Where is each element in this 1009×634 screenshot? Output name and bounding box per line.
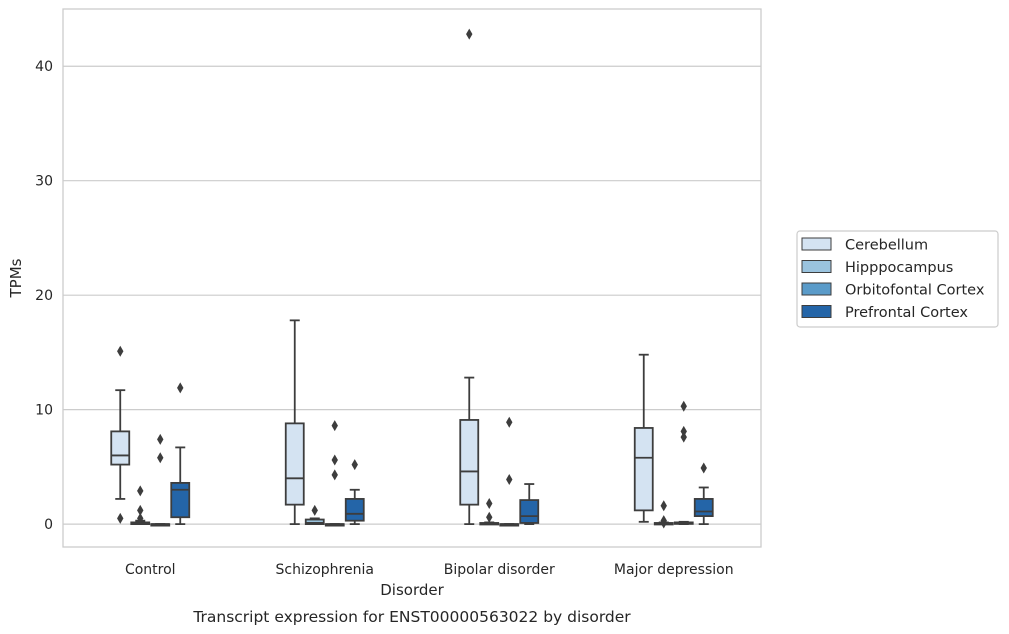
- outlier-point: [137, 504, 144, 516]
- outlier-point: [486, 511, 493, 523]
- box-iqr: [284, 422, 305, 506]
- box-prefrontal-cortex: [344, 459, 365, 526]
- outlier-point: [506, 473, 513, 485]
- box-iqr: [170, 481, 191, 519]
- box-cerebellum: [110, 345, 131, 524]
- outlier-point: [466, 28, 473, 40]
- outlier-point: [331, 454, 338, 466]
- legend-frame: [796, 230, 999, 328]
- outlier-point: [660, 500, 667, 512]
- y-tick-label: 20: [35, 288, 53, 304]
- x-tick-label: Control: [125, 562, 176, 578]
- legend-swatch: [801, 260, 832, 273]
- box-hipppocampus: [130, 485, 151, 526]
- box-orbitofontal-cortex: [673, 400, 694, 526]
- legend-swatch: [801, 282, 832, 296]
- x-axis-label: Disorder: [380, 581, 444, 599]
- outlier-point: [700, 462, 707, 474]
- outlier-point: [680, 425, 687, 437]
- box-orbitofontal-cortex: [324, 420, 345, 527]
- y-axis-label: TPMs: [7, 258, 25, 298]
- box-iqr: [344, 498, 365, 522]
- y-tick-label: 40: [35, 59, 53, 75]
- outlier-point: [680, 431, 687, 443]
- outlier-point: [157, 452, 164, 464]
- outlier-point: [157, 433, 164, 445]
- box-hipppocampus: [304, 504, 325, 526]
- y-tick-label: 30: [35, 174, 53, 190]
- outlier-point: [660, 517, 667, 529]
- legend-item: Hipppocampus: [801, 260, 953, 276]
- outlier-point: [486, 498, 493, 510]
- x-tick-label: Major depression: [614, 562, 734, 578]
- chart-caption: Transcript expression for ENST0000056302…: [192, 608, 631, 626]
- box-orbitofontal-cortex: [150, 433, 171, 527]
- box-iqr: [633, 427, 654, 512]
- legend-label: Orbitofontal Cortex: [845, 283, 985, 299]
- legend-label: Cerebellum: [845, 238, 928, 254]
- legend-label: Hipppocampus: [845, 260, 953, 276]
- x-tick-label: Bipolar disorder: [444, 562, 555, 578]
- legend-item: Prefrontal Cortex: [801, 305, 968, 321]
- box-orbitofontal-cortex: [499, 416, 520, 527]
- box-cerebellum: [284, 319, 305, 526]
- box-prefrontal-cortex: [693, 462, 714, 526]
- outlier-point: [137, 485, 144, 497]
- legend: Cerebellum Hipppocampus Orbitofontal Corte…: [796, 230, 999, 328]
- outlier-point: [177, 382, 184, 394]
- plot-frame: [62, 8, 762, 548]
- y-tick-labels: 0 10 20 30 40: [35, 59, 53, 533]
- outlier-point: [331, 469, 338, 481]
- box-iqr: [519, 499, 540, 524]
- legend-item: Cerebellum: [801, 237, 928, 254]
- box-iqr: [304, 518, 325, 526]
- box-prefrontal-cortex: [519, 483, 540, 526]
- outlier-point: [117, 345, 124, 357]
- box-iqr: [459, 419, 480, 506]
- x-tick-labels: Control Schizophrenia Bipolar disorder Majo…: [125, 562, 734, 578]
- legend-item: Orbitofontal Cortex: [801, 282, 985, 299]
- outlier-point: [311, 504, 318, 516]
- box-iqr: [110, 430, 131, 466]
- plot-area: [63, 9, 761, 547]
- x-tick-label: Schizophrenia: [276, 562, 374, 578]
- legend-swatch: [801, 305, 832, 318]
- box-prefrontal-cortex: [170, 382, 191, 526]
- outlier-point: [680, 400, 687, 412]
- outlier-point: [137, 512, 144, 524]
- outlier-point: [506, 416, 513, 428]
- legend-label: Prefrontal Cortex: [845, 305, 968, 321]
- boxes: [110, 28, 714, 529]
- outlier-point: [351, 459, 358, 471]
- legend-swatch: [801, 237, 832, 251]
- outlier-point: [331, 420, 338, 432]
- outlier-point: [117, 512, 124, 524]
- box-cerebellum: [459, 28, 480, 526]
- box-hipppocampus: [653, 500, 674, 529]
- y-tick-label: 10: [35, 403, 53, 419]
- box-hipppocampus: [479, 498, 500, 526]
- box-iqr: [693, 498, 714, 517]
- y-tick-label: 0: [44, 517, 53, 533]
- box-cerebellum: [633, 353, 654, 523]
- gridlines: [63, 65, 761, 525]
